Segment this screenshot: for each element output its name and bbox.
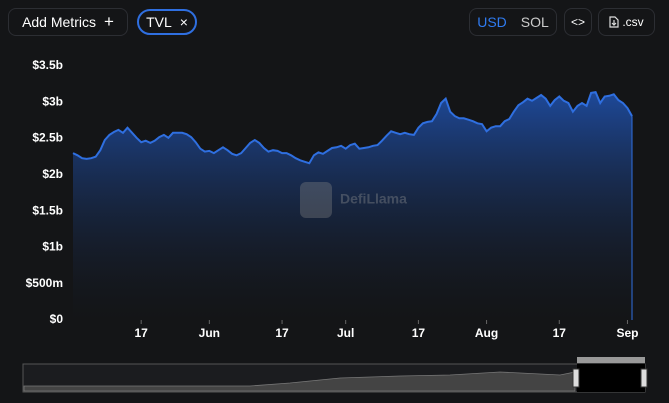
sol-option[interactable]: SOL	[520, 14, 549, 30]
tvl-label: TVL	[146, 14, 172, 30]
csv-button[interactable]: .csv	[598, 8, 655, 36]
add-metrics-button[interactable]: Add Metrics +	[8, 8, 128, 36]
remove-icon: ×	[179, 14, 188, 30]
y-tick-label: $3b	[42, 94, 63, 108]
x-tick-label: 17	[275, 326, 289, 340]
y-tick-label: $2.5b	[32, 131, 63, 145]
brush-window	[577, 364, 645, 392]
x-tick-label: 17	[553, 326, 567, 340]
x-tick-label: 17	[134, 326, 148, 340]
x-tick-label: Aug	[475, 326, 498, 340]
y-tick-label: $1.5b	[32, 203, 63, 217]
y-tick-label: $500m	[26, 276, 63, 290]
brush-handle-bar[interactable]	[577, 357, 645, 363]
y-tick-label: $2b	[42, 167, 63, 181]
currency-toggle: USD SOL	[469, 8, 557, 36]
y-tick-label: $3.5b	[32, 58, 63, 72]
brush-handle-left[interactable]	[572, 368, 580, 388]
download-icon	[609, 16, 619, 28]
brush-preview	[23, 371, 576, 392]
x-tick-label: Sep	[616, 326, 638, 340]
add-metrics-label: Add Metrics	[22, 14, 96, 30]
area	[73, 92, 632, 320]
usd-option[interactable]: USD	[477, 14, 507, 30]
add-icon: +	[103, 12, 114, 31]
embed-button[interactable]: <>	[564, 8, 592, 36]
line	[72, 90, 633, 165]
csv-label: .csv	[622, 15, 644, 29]
tvl-chip[interactable]: TVL ×	[137, 9, 197, 35]
watermark-text: DefiLlama	[340, 191, 407, 207]
x-tick-label: Jun	[199, 326, 220, 340]
brush[interactable]	[22, 357, 648, 393]
watermark: DefiLlama	[300, 182, 407, 218]
brush-handle-right[interactable]	[640, 368, 648, 388]
y-tick-label: $1b	[42, 240, 63, 254]
x-tick-label: Jul	[337, 326, 354, 340]
embed-icon: <>	[570, 15, 585, 29]
y-tick-label: $0	[50, 312, 64, 326]
x-tick-label: 17	[412, 326, 426, 340]
